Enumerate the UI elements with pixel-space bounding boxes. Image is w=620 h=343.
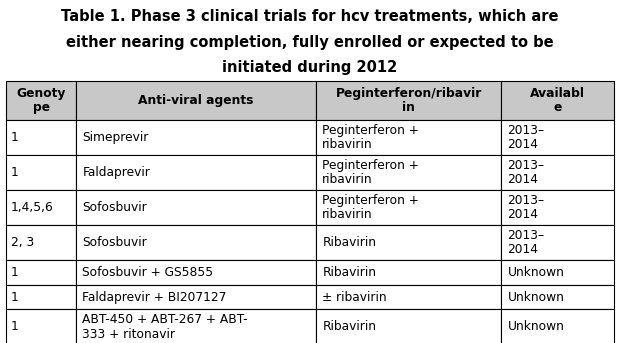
Text: Peginterferon/ribavir
in: Peginterferon/ribavir in — [335, 86, 482, 114]
Bar — [6, 155, 76, 190]
Text: initiated during 2012: initiated during 2012 — [223, 60, 397, 75]
Bar — [316, 225, 502, 260]
Text: Sofosbuvir: Sofosbuvir — [82, 201, 147, 214]
Text: Ribavirin: Ribavirin — [322, 236, 376, 249]
Bar — [502, 285, 614, 309]
Text: 2013–
2014: 2013– 2014 — [508, 194, 545, 221]
Text: Unknown: Unknown — [508, 266, 564, 279]
Bar — [6, 309, 76, 343]
Bar — [316, 81, 502, 120]
Text: Faldaprevir + BI207127: Faldaprevir + BI207127 — [82, 291, 227, 304]
Bar — [316, 155, 502, 190]
Bar — [316, 120, 502, 155]
Bar — [6, 225, 76, 260]
Bar — [6, 285, 76, 309]
Text: 1: 1 — [11, 320, 19, 333]
Bar — [316, 260, 502, 285]
Text: 1: 1 — [11, 266, 19, 279]
Bar — [6, 260, 76, 285]
Text: Ribavirin: Ribavirin — [322, 320, 376, 333]
Text: Faldaprevir: Faldaprevir — [82, 166, 150, 179]
Text: Peginterferon +
ribavirin: Peginterferon + ribavirin — [322, 159, 419, 186]
Bar — [502, 120, 614, 155]
Bar — [76, 81, 316, 120]
Bar — [502, 81, 614, 120]
Text: 2, 3: 2, 3 — [11, 236, 35, 249]
Text: Peginterferon +
ribavirin: Peginterferon + ribavirin — [322, 194, 419, 221]
Bar — [76, 260, 316, 285]
Bar — [6, 81, 76, 120]
Text: Sofosbuvir: Sofosbuvir — [82, 236, 147, 249]
Text: Genoty
pe: Genoty pe — [17, 86, 66, 114]
Text: Sofosbuvir + GS5855: Sofosbuvir + GS5855 — [82, 266, 213, 279]
Bar — [76, 225, 316, 260]
Text: Simeprevir: Simeprevir — [82, 131, 149, 144]
Bar — [502, 190, 614, 225]
Text: Table 1. Phase 3 clinical trials for hcv treatments, which are: Table 1. Phase 3 clinical trials for hcv… — [61, 9, 559, 24]
Text: Availabl
e: Availabl e — [530, 86, 585, 114]
Text: Ribavirin: Ribavirin — [322, 266, 376, 279]
Text: Peginterferon +
ribavirin: Peginterferon + ribavirin — [322, 124, 419, 151]
Bar — [76, 190, 316, 225]
Text: 1,4,5,6: 1,4,5,6 — [11, 201, 54, 214]
Bar — [316, 309, 502, 343]
Text: 2013–
2014: 2013– 2014 — [508, 124, 545, 151]
Bar — [502, 225, 614, 260]
Bar — [316, 190, 502, 225]
Text: Unknown: Unknown — [508, 320, 564, 333]
Text: ABT-450 + ABT-267 + ABT-
333 + ritonavir: ABT-450 + ABT-267 + ABT- 333 + ritonavir — [82, 313, 248, 341]
Text: either nearing completion, fully enrolled or expected to be: either nearing completion, fully enrolle… — [66, 35, 554, 49]
Text: 1: 1 — [11, 291, 19, 304]
Text: 2013–
2014: 2013– 2014 — [508, 159, 545, 186]
Bar — [502, 260, 614, 285]
Bar — [76, 155, 316, 190]
Bar — [6, 190, 76, 225]
Bar — [316, 285, 502, 309]
Bar — [502, 155, 614, 190]
Text: Unknown: Unknown — [508, 291, 564, 304]
Bar — [76, 120, 316, 155]
Text: Anti-viral agents: Anti-viral agents — [138, 94, 254, 107]
Bar — [502, 309, 614, 343]
Bar — [6, 120, 76, 155]
Text: 2013–
2014: 2013– 2014 — [508, 229, 545, 256]
Text: 1: 1 — [11, 166, 19, 179]
Text: ± ribavirin: ± ribavirin — [322, 291, 387, 304]
Bar — [76, 309, 316, 343]
Text: 1: 1 — [11, 131, 19, 144]
Bar — [76, 285, 316, 309]
